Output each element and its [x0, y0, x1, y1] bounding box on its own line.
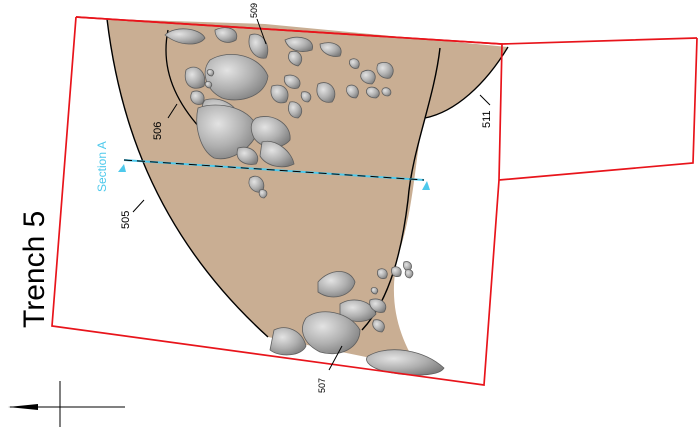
- trench-title: Trench 5: [18, 211, 51, 328]
- context-label-511: 511: [481, 110, 493, 128]
- stone: [300, 91, 312, 103]
- stone: [391, 266, 402, 277]
- stone: [214, 27, 238, 43]
- stone: [370, 287, 379, 295]
- stones-lower: [269, 261, 445, 376]
- section-marker-west-icon: [118, 164, 126, 172]
- context-label-505: 505: [120, 211, 132, 229]
- stone: [288, 50, 303, 67]
- stone: [369, 298, 387, 313]
- stone: [366, 86, 380, 99]
- stone: [404, 269, 414, 279]
- stone: [164, 28, 206, 45]
- stone: [381, 87, 392, 97]
- context-label-506: 506: [152, 122, 164, 140]
- leader-lines: [132, 18, 491, 371]
- section-marker-east-icon: [422, 181, 430, 190]
- stone: [283, 74, 301, 89]
- stone: [376, 62, 394, 79]
- stone: [236, 146, 259, 165]
- stone: [366, 349, 445, 376]
- section-a-label: Section A: [95, 141, 109, 192]
- stone: [248, 33, 269, 59]
- stone: [269, 327, 307, 356]
- stone: [190, 90, 205, 105]
- stone: [270, 84, 289, 104]
- stone: [319, 42, 342, 57]
- stone: [316, 82, 336, 103]
- stone: [372, 319, 385, 333]
- stone: [302, 311, 361, 355]
- cut-505-east-edge: [361, 47, 441, 331]
- stone: [360, 69, 376, 85]
- stone: [284, 36, 313, 52]
- stone: [259, 140, 295, 168]
- stone: [258, 189, 268, 199]
- trench-top-edge: [75, 16, 698, 45]
- north-arrow-icon: [8, 381, 125, 427]
- trench-outline-line: [51, 16, 698, 386]
- cut-505-edge: [106, 18, 269, 338]
- stone: [288, 101, 303, 119]
- stone: [377, 268, 388, 279]
- stone: [349, 58, 360, 69]
- stone: [204, 81, 213, 89]
- stone: [346, 84, 359, 99]
- stones-upper: [164, 27, 394, 199]
- stone: [184, 66, 206, 89]
- stone: [403, 261, 412, 271]
- context-label-507: 507: [317, 378, 327, 393]
- cut-511-edge: [424, 46, 509, 119]
- stone: [206, 69, 215, 77]
- section-a-line: [118, 159, 430, 190]
- stone: [317, 271, 356, 298]
- context-label-509: 509: [249, 3, 259, 18]
